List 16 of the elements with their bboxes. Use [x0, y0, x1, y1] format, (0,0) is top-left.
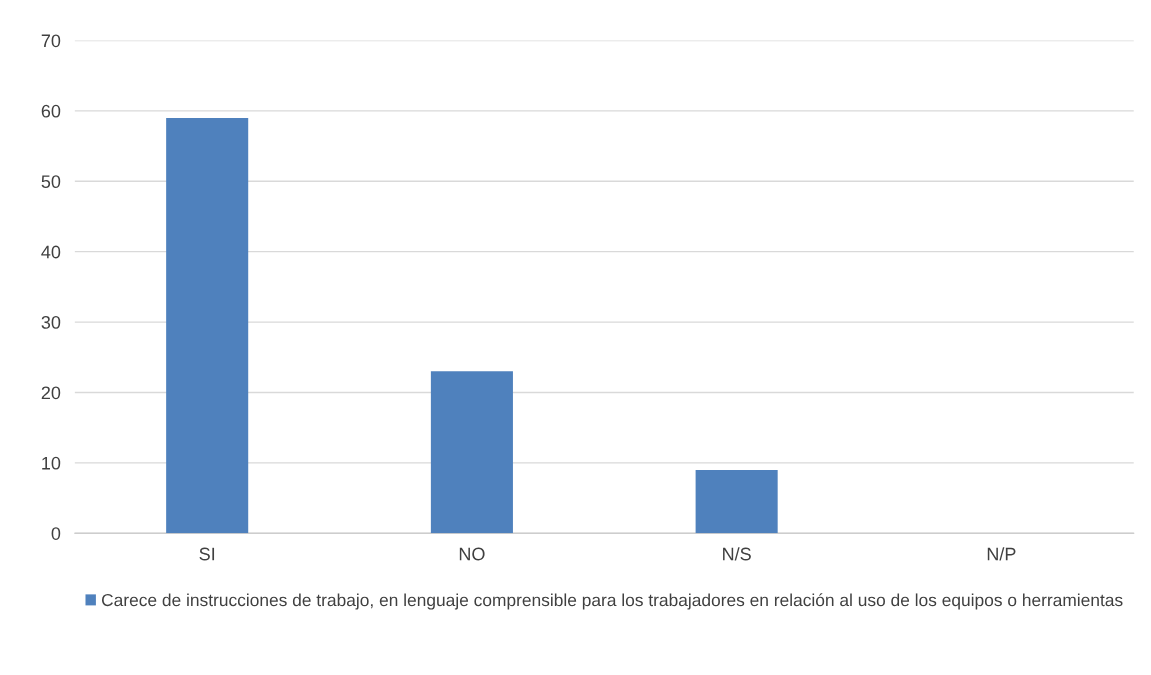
y-tick-label: 60 — [41, 104, 61, 118]
y-tick-label: 10 — [42, 456, 61, 470]
legend-label: Carece de instrucciones de trabajo, en lenguaje comprensible para los trabajadores en relación al uso de los equipos o herramientas — [102, 593, 1123, 610]
y-tick-label: 50 — [41, 175, 61, 189]
y-tick-label: 30 — [41, 316, 61, 329]
x-tick-label: N/P — [987, 547, 1016, 561]
x-tick-label: SI — [199, 547, 215, 561]
bar — [430, 371, 513, 534]
bar — [695, 469, 778, 534]
y-tick-label: 20 — [41, 386, 61, 400]
y-tick-label: 70 — [41, 34, 61, 48]
x-tick-label: NO — [459, 547, 485, 561]
bar — [166, 117, 249, 534]
x-tick-label: N/S — [723, 547, 751, 561]
y-tick-label: 40 — [41, 245, 61, 259]
y-tick-label: 0 — [51, 527, 61, 540]
